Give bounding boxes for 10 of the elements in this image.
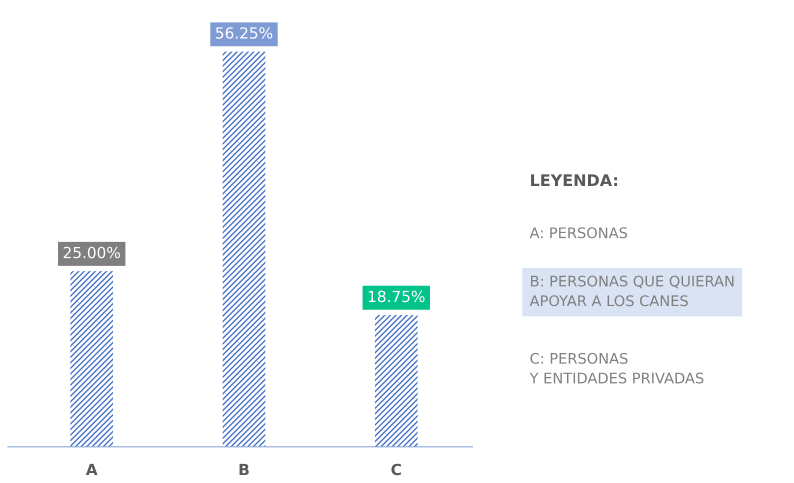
data-label: 18.75% — [368, 290, 425, 302]
text: LEYENDA: — [531, 174, 618, 186]
data-label: 56.25% — [216, 27, 272, 39]
text: A: PERSONAS — [530, 227, 628, 238]
x-tick-label: A — [86, 464, 98, 476]
text: C: PERSONAS Y ENTIDADES PRIVADAS — [530, 352, 704, 384]
data-label: 25.00% — [64, 246, 120, 258]
text: B: PERSONAS QUE QUIERAN APOYAR A LOS CANES — [530, 276, 734, 306]
x-tick-label: C — [391, 464, 401, 476]
x-tick-label: B — [240, 464, 249, 476]
